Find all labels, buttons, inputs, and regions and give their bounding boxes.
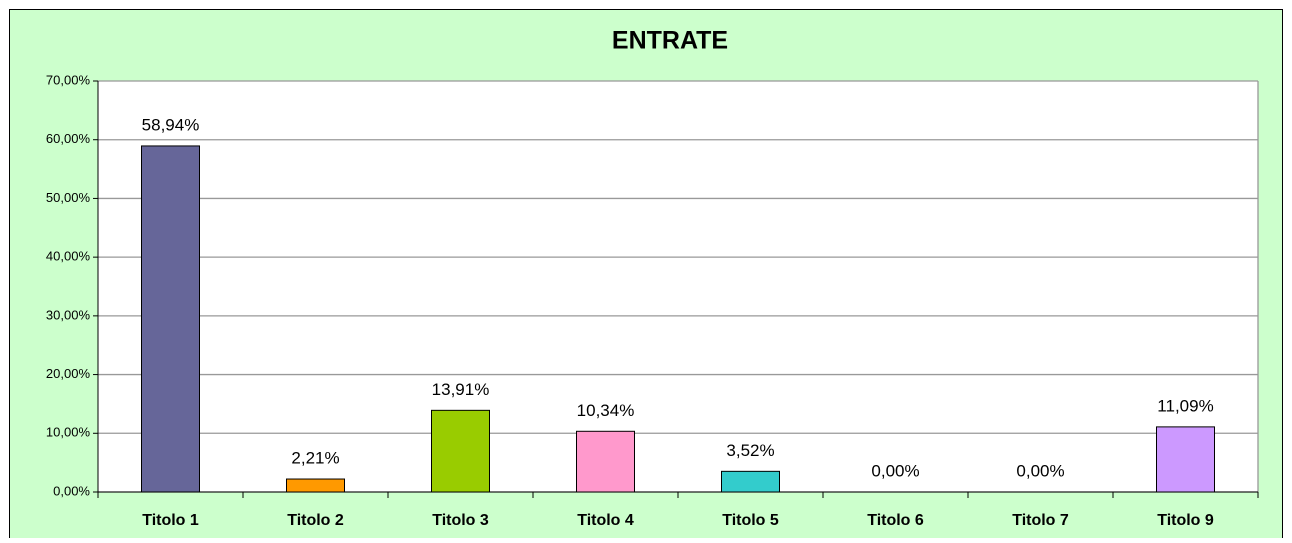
- data-label: 3,52%: [726, 441, 774, 460]
- y-tick-label: 20,00%: [46, 366, 91, 381]
- data-label-background: [572, 398, 639, 422]
- data-label-background: [1012, 459, 1069, 483]
- y-tick-label: 30,00%: [46, 307, 91, 322]
- x-tick-label: Titolo 7: [1012, 512, 1069, 529]
- bar: [1156, 426, 1215, 493]
- bar: [141, 145, 200, 493]
- y-tick-label: 10,00%: [46, 425, 91, 440]
- x-tick-label: Titolo 4: [577, 512, 634, 529]
- data-label: 11,09%: [1157, 396, 1213, 415]
- y-tick-label: 60,00%: [46, 131, 91, 146]
- data-label: 13,91%: [432, 380, 490, 399]
- x-tick-label: Titolo 2: [287, 512, 344, 529]
- chart-title: ENTRATE: [612, 27, 728, 55]
- data-label: 10,34%: [577, 401, 635, 420]
- y-tick-label: 0,00%: [53, 483, 90, 498]
- plot-area: [98, 81, 1258, 492]
- data-label-background: [427, 377, 494, 401]
- y-tick-label: 40,00%: [46, 249, 91, 264]
- data-label-background: [722, 438, 779, 462]
- bar: [721, 470, 780, 493]
- data-label: 0,00%: [1016, 461, 1064, 480]
- bar: [286, 478, 345, 493]
- data-label: 0,00%: [871, 461, 919, 480]
- data-label: 2,21%: [291, 449, 339, 468]
- x-tick-label: Titolo 9: [1157, 512, 1214, 529]
- x-tick-label: Titolo 3: [432, 512, 489, 529]
- x-tick-label: Titolo 6: [867, 512, 924, 529]
- x-tick-label: Titolo 5: [722, 512, 779, 529]
- bar: [576, 430, 635, 493]
- y-tick-label: 70,00%: [46, 72, 91, 87]
- data-label-background: [287, 446, 344, 470]
- y-tick-label: 50,00%: [46, 190, 91, 205]
- data-label-background: [137, 113, 204, 137]
- data-label-background: [867, 459, 924, 483]
- x-tick-label: Titolo 1: [142, 512, 199, 529]
- data-label: 58,94%: [142, 115, 200, 134]
- data-label-background: [1153, 394, 1218, 418]
- bar: [431, 409, 490, 493]
